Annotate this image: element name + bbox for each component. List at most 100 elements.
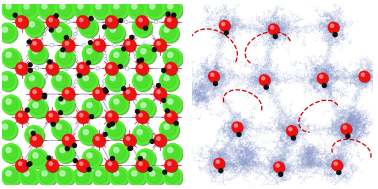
Circle shape [78, 17, 90, 29]
Circle shape [167, 4, 173, 9]
Circle shape [341, 124, 351, 134]
Circle shape [166, 12, 170, 16]
Circle shape [96, 4, 101, 9]
Circle shape [77, 74, 82, 78]
Circle shape [163, 55, 166, 58]
Circle shape [127, 0, 146, 19]
Circle shape [19, 65, 22, 68]
Circle shape [108, 162, 112, 165]
Circle shape [78, 112, 90, 124]
Circle shape [126, 137, 130, 140]
Circle shape [93, 134, 105, 146]
Circle shape [46, 111, 58, 123]
Circle shape [108, 65, 112, 68]
Circle shape [172, 13, 176, 17]
Circle shape [53, 73, 72, 92]
Circle shape [27, 55, 30, 59]
Circle shape [46, 63, 58, 74]
Circle shape [29, 22, 34, 27]
Circle shape [56, 0, 74, 19]
Circle shape [47, 156, 51, 160]
Circle shape [0, 74, 14, 88]
Circle shape [209, 72, 219, 82]
Circle shape [220, 21, 230, 31]
Circle shape [164, 124, 169, 129]
Circle shape [19, 66, 24, 71]
Circle shape [42, 95, 46, 99]
Circle shape [127, 167, 146, 186]
Circle shape [333, 33, 337, 37]
Circle shape [19, 115, 24, 119]
Circle shape [2, 0, 20, 19]
Circle shape [28, 149, 47, 168]
Circle shape [40, 2, 54, 16]
Circle shape [274, 163, 285, 173]
Circle shape [150, 139, 154, 143]
Circle shape [61, 48, 65, 52]
Circle shape [33, 153, 38, 158]
Circle shape [161, 73, 180, 92]
Circle shape [168, 66, 173, 71]
Circle shape [118, 80, 122, 83]
Circle shape [62, 88, 74, 100]
Circle shape [78, 64, 90, 75]
Circle shape [174, 121, 178, 125]
Circle shape [139, 66, 144, 71]
Circle shape [109, 48, 128, 67]
Circle shape [147, 2, 161, 16]
Circle shape [50, 43, 53, 47]
Circle shape [58, 32, 62, 35]
Circle shape [168, 19, 173, 24]
Circle shape [42, 54, 46, 58]
Circle shape [129, 146, 132, 150]
Circle shape [53, 24, 72, 43]
Circle shape [165, 63, 177, 74]
Circle shape [49, 114, 53, 117]
Circle shape [85, 101, 99, 115]
Circle shape [90, 115, 94, 119]
Circle shape [155, 135, 167, 147]
Circle shape [96, 91, 101, 96]
Circle shape [152, 48, 156, 52]
Circle shape [163, 167, 182, 186]
Circle shape [166, 51, 180, 65]
Circle shape [112, 97, 125, 111]
Circle shape [73, 167, 92, 186]
Circle shape [107, 123, 111, 127]
Circle shape [139, 162, 142, 165]
Circle shape [49, 18, 53, 22]
Circle shape [161, 24, 180, 43]
Circle shape [31, 89, 43, 100]
Circle shape [111, 50, 129, 68]
Circle shape [107, 17, 118, 29]
Circle shape [0, 26, 14, 40]
Circle shape [66, 91, 71, 96]
Circle shape [27, 128, 41, 142]
Circle shape [82, 44, 86, 47]
Circle shape [65, 147, 69, 151]
Circle shape [31, 131, 35, 135]
Circle shape [16, 160, 28, 171]
Circle shape [94, 40, 106, 52]
Circle shape [57, 145, 75, 163]
Circle shape [163, 170, 167, 174]
Circle shape [112, 51, 125, 65]
Circle shape [80, 73, 99, 92]
Circle shape [154, 88, 166, 100]
Circle shape [59, 97, 63, 101]
Circle shape [112, 146, 125, 160]
Circle shape [57, 96, 75, 115]
Circle shape [59, 111, 62, 115]
Circle shape [0, 73, 18, 92]
Circle shape [111, 168, 129, 187]
Circle shape [107, 112, 118, 124]
Circle shape [58, 169, 72, 183]
Circle shape [49, 28, 53, 32]
Circle shape [42, 171, 47, 176]
Circle shape [129, 1, 147, 20]
Circle shape [2, 143, 20, 162]
Circle shape [124, 88, 135, 100]
Circle shape [110, 122, 115, 126]
Circle shape [33, 102, 38, 108]
Circle shape [27, 31, 31, 35]
